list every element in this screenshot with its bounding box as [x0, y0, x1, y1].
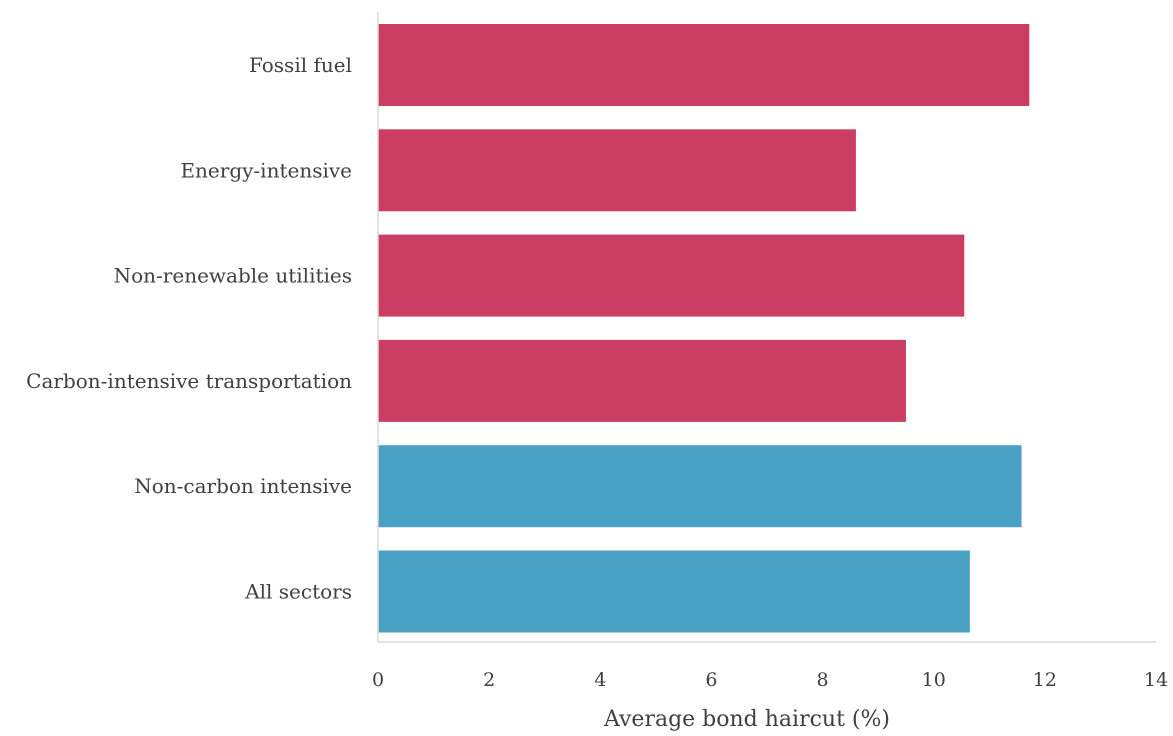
category-label: Non-carbon intensive	[134, 474, 352, 498]
bar-non-renewable-utilities	[378, 234, 965, 317]
category-labels: Fossil fuel Energy-intensive Non-renewable…	[26, 53, 352, 604]
category-label: Carbon-intensive transportation	[26, 369, 352, 393]
category-label: All sectors	[244, 580, 352, 604]
x-tick-label: 6	[705, 669, 717, 691]
bar-fossil-fuel	[378, 24, 1030, 106]
bar-all-sectors	[378, 550, 970, 633]
x-tick-label: 8	[817, 669, 829, 691]
bar-energy-intensive	[378, 129, 856, 212]
x-axis-title: Average bond haircut (%)	[603, 707, 890, 732]
bars-group	[378, 24, 1030, 633]
bar-non-carbon-intensive	[378, 445, 1022, 528]
x-tick-label: 12	[1033, 669, 1057, 691]
x-tick-label: 14	[1144, 669, 1168, 691]
x-tick-label: 0	[372, 669, 384, 691]
category-label: Energy-intensive	[180, 158, 352, 182]
x-tick-label: 10	[922, 669, 946, 691]
x-tick-labels: 0 2 4 6 8 10 12 14	[372, 669, 1168, 691]
x-tick-label: 2	[483, 669, 495, 691]
category-label: Non-renewable utilities	[114, 264, 352, 288]
bar-carbon-intensive-transportation	[378, 339, 906, 422]
x-tick-label: 4	[594, 669, 606, 691]
category-label: Fossil fuel	[249, 53, 352, 77]
